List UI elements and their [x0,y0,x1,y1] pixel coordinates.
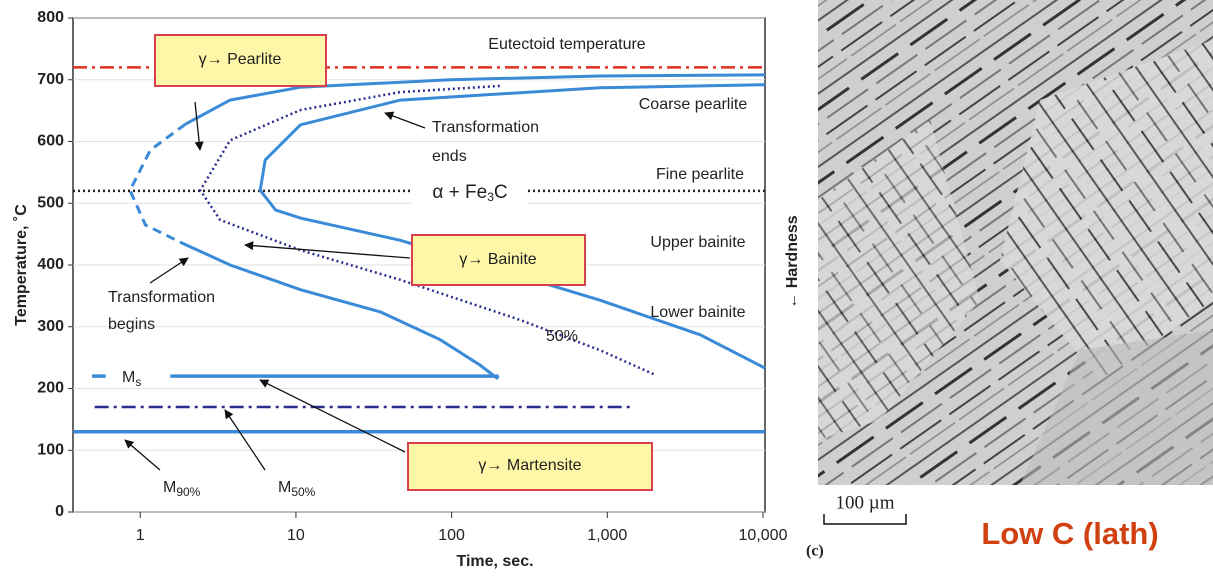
y-tick-label: 600 [37,133,64,150]
annotation-text: begins [108,316,155,333]
chart: 100 µm (c) Low C (lath) Time, sec. Tempe… [0,0,1213,575]
y-tick-label: 700 [37,71,64,88]
x-axis-label: Time, sec. [456,553,533,570]
panel-label: (c) [806,543,824,560]
annotation-text: Eutectoid temperature [488,36,646,53]
annotation-text: Upper bainite [650,234,745,251]
annotation-text: Fine pearlite [656,166,744,183]
annotation-subscript: 90% [176,485,200,499]
y-tick-label: 100 [37,441,64,458]
annotation: Coarse pearlite [639,96,748,113]
x-tick-label: 100 [438,527,465,544]
annotation: γ→ Pearlite [199,51,282,68]
annotation-text: γ→ Bainite [459,251,536,268]
annotation: γ→ Bainite [459,251,536,268]
annotation: Lower bainite [650,304,745,321]
scale-bar [824,514,906,524]
y-tick-label: 500 [37,194,64,211]
annotation: begins [108,316,155,333]
x-tick-label: 10,000 [739,527,788,544]
annotation-text: Transformation [432,119,539,136]
y-tick-label: 300 [37,318,64,335]
x-tick-label: 1 [136,527,145,544]
annotation-text: M [122,369,135,386]
annotation-text: M [163,479,176,496]
annotation-tail: C [494,182,508,203]
annotation-text: γ→ Martensite [478,457,581,474]
annotation: 50% [546,328,578,345]
annotation-subscript: s [135,375,141,389]
annotation: Upper bainite [650,234,745,251]
annotation: Eutectoid temperature [488,36,646,53]
annotation-text: Coarse pearlite [639,96,748,113]
annotation: Fine pearlite [656,166,744,183]
annotation-text: 50% [546,328,578,345]
y-axis-label: Temperature, ˚C [13,204,30,326]
y-tick-label: 200 [37,380,64,397]
annotation: α + Fe3C [432,182,507,204]
y-tick-label: 400 [37,256,64,273]
caption: Low C (lath) [981,516,1158,551]
annotation: Transformation [108,289,215,306]
micrograph [818,0,1213,485]
annotation-text: M [278,479,291,496]
annotation-text: Lower bainite [650,304,745,321]
annotation: Transformation [432,119,539,136]
y-tick-label: 800 [37,9,64,26]
annotation-text: α + Fe [432,182,487,203]
annotation: ← Hardness [784,215,801,308]
x-tick-label: 1,000 [587,527,627,544]
annotation: ends [432,148,467,165]
annotation: γ→ Martensite [478,457,581,474]
annotation-text: γ→ Pearlite [199,51,282,68]
scale-label: 100 µm [836,492,895,513]
annotation-text: ends [432,148,467,165]
annotation-subscript: 50% [291,485,315,499]
x-tick-label: 10 [287,527,305,544]
annotation-text: Transformation [108,289,215,306]
y-tick-label: 0 [55,503,64,520]
annotation-text: ← Hardness [784,215,801,308]
